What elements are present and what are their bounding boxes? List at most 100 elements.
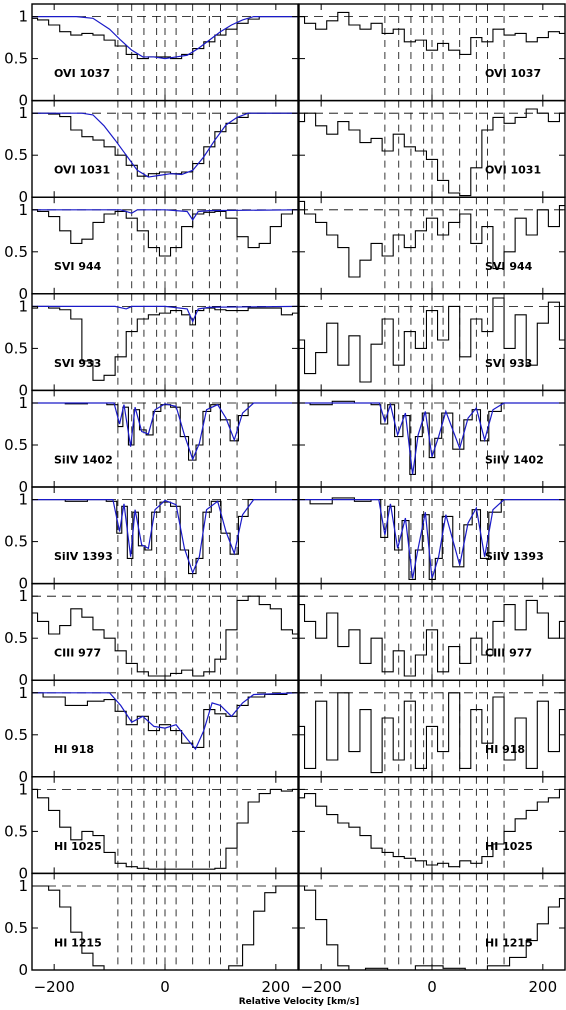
- y-tick-label: 0: [18, 188, 28, 206]
- panel-2-left: [32, 197, 298, 294]
- panel-label: SiIV 1393: [54, 550, 113, 563]
- model-fit: [32, 692, 298, 751]
- panel-5-right: [299, 487, 565, 584]
- panel-3-right: [299, 293, 565, 391]
- data-spectrum: [32, 402, 298, 461]
- panel-4-right: [299, 390, 565, 487]
- model-fit: [32, 499, 298, 575]
- y-tick-label: 0: [18, 575, 28, 593]
- panel-0-left: [32, 4, 298, 101]
- y-tick-label: 1: [18, 491, 28, 509]
- panel-7-left: [32, 680, 298, 777]
- panel-1: OVI 1031 OVI 1031 0 0.5 1: [4, 99, 566, 206]
- panel-label: SiIV 1402: [485, 453, 544, 466]
- y-tick-label: 0: [18, 92, 28, 110]
- model-fit: [32, 305, 298, 324]
- panel-2-right: [299, 197, 565, 294]
- x-tick-label: −200: [301, 978, 342, 996]
- panel-label: SVI 933: [54, 357, 101, 370]
- model-fit: [32, 16, 298, 60]
- panel-1-left: [32, 100, 298, 198]
- panels-layer: OVI 1037 OVI 1037 0 0.5 1 OVI 1031 OVI 1031 0 0.…: [4, 3, 566, 979]
- data-spectrum: [299, 788, 565, 868]
- panel-9-left: [32, 873, 298, 971]
- panel-label: HI 1215: [54, 936, 102, 949]
- x-axis-title: Relative Velocity [km/s]: [239, 997, 360, 1007]
- panel-7: HI 918 HI 918 0 0.5 1: [4, 679, 566, 786]
- panel-0-right: [299, 4, 565, 101]
- y-tick-label: 1: [18, 8, 28, 26]
- panel-label: OVI 1037: [54, 67, 110, 80]
- panel-label: HI 1025: [54, 840, 102, 853]
- panel-label: CIII 977: [485, 647, 532, 660]
- model-fit: [299, 402, 565, 475]
- y-tick-label: 0: [18, 671, 28, 689]
- axes-layer: −200 0 200 −200 0 200: [34, 978, 558, 996]
- y-tick-label: 1: [18, 394, 28, 412]
- panel-5-left: [32, 487, 298, 584]
- data-spectrum: [299, 200, 565, 278]
- data-spectrum: [299, 692, 565, 774]
- x-tick-label: 0: [427, 978, 437, 996]
- y-tick-label: 1: [18, 684, 28, 702]
- panel-7-right: [299, 680, 565, 777]
- panel-label: HI 918: [485, 743, 525, 756]
- panel-8-left: [32, 776, 298, 874]
- y-tick-label: 0.5: [4, 50, 28, 68]
- data-spectrum: [32, 16, 298, 60]
- data-spectrum: [299, 400, 565, 475]
- y-tick-label: 1: [18, 201, 28, 219]
- model-fit: [32, 112, 298, 178]
- data-spectrum: [32, 499, 298, 575]
- data-spectrum: [299, 108, 565, 197]
- data-spectrum: [32, 305, 298, 381]
- panel-3-left: [32, 293, 298, 391]
- y-tick-label: 0.5: [4, 436, 28, 454]
- panel-2: SVI 944 SVI 944 0 0.5 1: [4, 196, 566, 303]
- panel-label: SiIV 1402: [54, 453, 113, 466]
- panel-label: SiIV 1393: [485, 550, 544, 563]
- panel-label: SVI 933: [485, 357, 532, 370]
- panel-3: SVI 933 SVI 933 0 0.5 1: [4, 293, 566, 399]
- panel-8-right: [299, 776, 565, 874]
- panel-6: CIII 977 CIII 977 0 0.5 1: [4, 582, 566, 689]
- data-spectrum: [299, 599, 565, 677]
- panel-1-right: [299, 100, 565, 198]
- data-spectrum: [32, 788, 298, 870]
- panel-label: OVI 1031: [485, 164, 541, 177]
- x-tick-label: −200: [34, 978, 75, 996]
- y-tick-label: 0.5: [4, 533, 28, 551]
- y-tick-label: 0.5: [4, 243, 28, 261]
- panel-9-right: [299, 873, 565, 971]
- x-tick-label: 200: [529, 978, 558, 996]
- y-tick-label: 0: [18, 285, 28, 303]
- panel-0: OVI 1037 OVI 1037 0 0.5 1: [4, 3, 566, 110]
- panel-label: HI 918: [54, 743, 94, 756]
- y-tick-label: 0.5: [4, 339, 28, 357]
- panel-label: SVI 944: [485, 260, 533, 273]
- y-tick-label: 0: [18, 864, 28, 882]
- panel-4: SiIV 1402 SiIV 1402 0 0.5 1: [4, 389, 566, 496]
- x-tick-label: 0: [160, 978, 170, 996]
- panel-label: OVI 1037: [485, 67, 541, 80]
- y-tick-label: 0.5: [4, 919, 28, 937]
- panel-label: HI 1215: [485, 936, 533, 949]
- y-tick-label: 0.5: [4, 726, 28, 744]
- y-tick-label: 0.5: [4, 629, 28, 647]
- panel-label: SVI 944: [54, 260, 102, 273]
- model-fit: [32, 402, 298, 461]
- panel-6-left: [32, 583, 298, 681]
- data-spectrum: [299, 11, 565, 55]
- y-tick-label: 0.5: [4, 822, 28, 840]
- y-tick-label: 1: [18, 877, 28, 895]
- panel-label: HI 1025: [485, 840, 533, 853]
- y-tick-label: 0.5: [4, 146, 28, 164]
- panel-4-left: [32, 390, 298, 487]
- panel-8: HI 1025 HI 1025 0 0.5 1: [4, 776, 566, 882]
- model-fit: [32, 209, 298, 221]
- y-tick-label: 1: [18, 587, 28, 605]
- panel-label: OVI 1031: [54, 164, 110, 177]
- y-tick-label: 0: [18, 961, 28, 979]
- panel-5: SiIV 1393 SiIV 1393 0 0.5 1: [4, 486, 566, 593]
